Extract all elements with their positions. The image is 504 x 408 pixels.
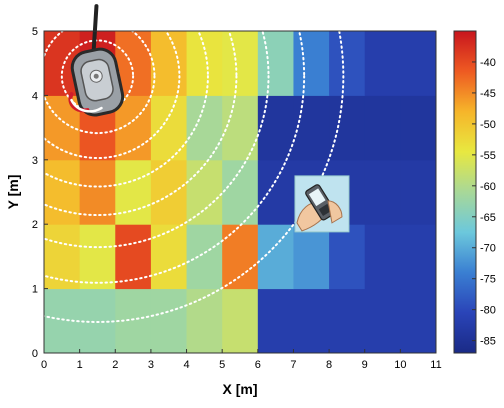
- x-axis-label: X [m]: [223, 381, 258, 397]
- heatmap-cell: [115, 159, 152, 225]
- colorbar-tick-label: -55: [480, 150, 496, 162]
- colorbar-tick-label: -85: [480, 336, 496, 348]
- heatmap-cell: [364, 95, 401, 161]
- heatmap-cell: [150, 288, 188, 354]
- heatmap-cell: [364, 159, 401, 225]
- heatmap-cell: [257, 95, 294, 161]
- heatmap-cell: [257, 159, 294, 225]
- colorbar-tick-label: -45: [480, 88, 496, 100]
- heatmap-cell: [364, 31, 401, 96]
- x-tick-label: 4: [183, 359, 189, 371]
- y-tick-label: 4: [32, 90, 38, 102]
- heatmap-cell: [115, 224, 152, 290]
- heatmap-cell: [150, 95, 188, 161]
- x-tick-label: 1: [77, 359, 83, 371]
- colorbar-tick-label: -60: [480, 181, 496, 193]
- heatmap-cell: [44, 224, 81, 290]
- x-tick-label: 0: [41, 359, 47, 371]
- heatmap-cell: [257, 224, 294, 290]
- plot-frame: [43, 30, 437, 354]
- heatmap-cell: [293, 224, 330, 290]
- x-tick-label: 2: [112, 359, 118, 371]
- contour-ring: [44, 31, 270, 249]
- heatmap-cell: [222, 288, 259, 354]
- heatmap-cell: [364, 224, 401, 290]
- contour-ring: [44, 31, 306, 284]
- y-tick-label: 0: [32, 348, 38, 360]
- mobile-phone-icon: [294, 175, 350, 233]
- heatmap-cell: [222, 224, 259, 290]
- y-tick-label: 5: [32, 26, 38, 38]
- colorbar-tick-label: -50: [480, 119, 496, 131]
- x-tick-label: 5: [219, 359, 225, 371]
- heatmap-cell: [44, 288, 81, 354]
- colorbar-tick-label: -65: [480, 212, 496, 224]
- colorbar-tick-label: -75: [480, 274, 496, 286]
- heatmap-cell: [329, 288, 366, 354]
- heatmap-cell: [186, 288, 223, 354]
- x-tick-label: 6: [255, 359, 261, 371]
- x-tick-label: 7: [290, 359, 296, 371]
- heatmap-cell: [257, 288, 294, 354]
- y-axis-ticks: 0 1 2 3 4 5: [32, 26, 48, 360]
- heatmap-cell: [293, 288, 330, 354]
- contour-ring: [44, 31, 181, 160]
- x-tick-label: 3: [148, 359, 154, 371]
- heatmap-cell: [329, 95, 366, 161]
- heatmap-cell: [400, 31, 437, 96]
- y-tick-label: 3: [32, 155, 38, 167]
- heatmap-cell: [79, 224, 116, 290]
- contour-ring: [0, 0, 343, 322]
- colorbar-tick-label: -70: [480, 243, 496, 255]
- x-tick-label: 10: [394, 359, 406, 371]
- heatmap-cell: [44, 159, 81, 225]
- heatmap-cell: [293, 31, 330, 96]
- y-tick-label: 1: [32, 284, 38, 296]
- heatmap-cell: [150, 31, 188, 96]
- heatmap-cell: [150, 159, 188, 225]
- y-axis-label: Y [m]: [5, 175, 21, 210]
- x-tick-label: 11: [430, 359, 441, 371]
- x-tick-label: 8: [326, 359, 332, 371]
- contour-ring: [44, 31, 238, 217]
- heatmap-cell: [222, 95, 259, 161]
- contour-ring: [44, 31, 156, 135]
- heatmap-cell: [293, 95, 330, 161]
- heatmap-cell: [400, 95, 437, 161]
- heatmap-cell: [186, 224, 223, 290]
- heatmap-cell: [115, 288, 152, 354]
- y-tick-label: 2: [32, 219, 38, 231]
- x-axis-ticks: 0 1 2 3 4 5 6 7 8 9 10 11: [41, 349, 442, 371]
- heatmap-cell: [222, 31, 259, 96]
- heatmap-cell: [400, 288, 437, 354]
- wifi-router-icon: [68, 4, 125, 117]
- heatmap-cell: [329, 31, 366, 96]
- heatmap-cell: [150, 224, 188, 290]
- heatmap-cell: [400, 224, 437, 290]
- heatmap-cell: [186, 159, 223, 225]
- contour-ring: [44, 31, 209, 188]
- colorbar: [453, 30, 477, 354]
- heatmap-cell: [257, 31, 294, 96]
- colorbar-tick-label: -80: [480, 305, 496, 317]
- x-tick-label: 9: [362, 359, 368, 371]
- heatmap-cell: [364, 288, 401, 354]
- colorbar-ticks: -40 -45 -50 -55 -60 -65 -70 -75 -80 -85: [472, 57, 496, 348]
- colorbar-tick-label: -40: [480, 57, 496, 69]
- heatmap-cell: [186, 31, 223, 96]
- heatmap-cell: [400, 159, 437, 225]
- heatmap-cell: [329, 224, 366, 290]
